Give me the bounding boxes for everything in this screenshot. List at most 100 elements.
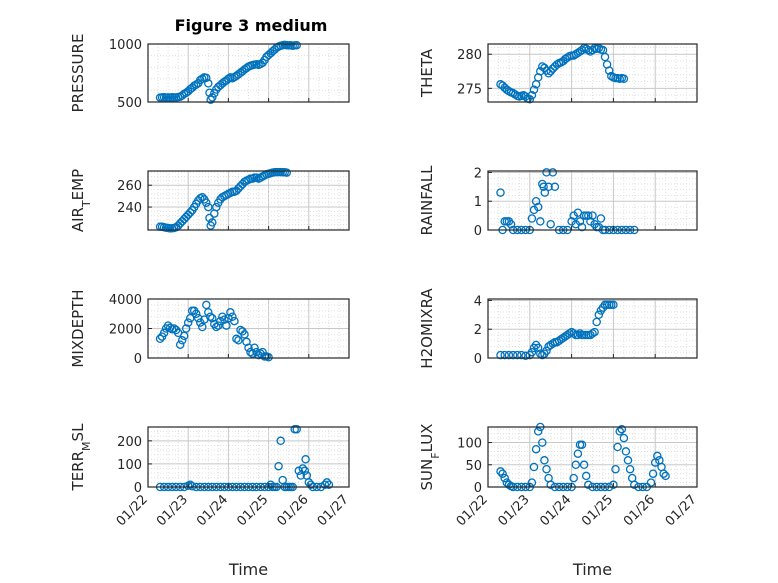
data-point [594,310,604,320]
data-point [615,427,624,436]
data-point [531,196,541,206]
data-point [542,346,551,356]
data-point [185,208,195,217]
data-point [588,211,597,220]
data-point [561,54,570,64]
data-point [646,478,656,487]
data-point [242,337,251,347]
data-point [571,49,581,59]
data-point [579,460,589,470]
y-tick-label: 0 [474,481,482,496]
axes-frame [487,298,698,359]
data-point [548,168,558,177]
x-axis-label: Time [228,560,268,579]
data-point [609,480,618,490]
data-point [536,217,545,226]
y-axis-label: PRESSURE [69,34,87,113]
data-point [569,473,578,483]
data-point [573,449,583,458]
data-point [527,214,537,223]
data-point [202,73,211,83]
data-point [202,300,211,310]
data-point [630,480,639,490]
data-point [510,90,520,99]
data-point [584,211,593,220]
figure-title: Figure 3 medium [175,16,328,35]
data-point [204,308,213,317]
y-axis-label: AIRTEMP [69,169,93,232]
y-tick-label: 2 [474,323,482,338]
y-tick-label: 0 [134,352,142,367]
series-pressure [155,40,301,104]
x-tick-label: 01/23 [496,492,533,529]
data-point [179,331,189,341]
data-point [546,480,555,490]
data-point [322,478,332,487]
y-tick-label: 280 [457,48,482,63]
y-axis-label: H2OMIXRA [418,288,436,369]
data-point [228,312,237,321]
data-point [212,202,221,212]
subplot-rainfall: 0 1 2 RAINFALL [418,165,698,239]
data-point [625,464,635,474]
x-axis-label: Time [572,560,612,579]
y-tick-label: 100 [117,458,142,473]
y-axis-label: TERRMSL [69,423,93,492]
data-point [301,455,310,464]
y-axis-label: THETA [418,48,436,98]
data-point [581,44,591,54]
data-point [250,343,259,352]
data-point [194,313,203,323]
axes-frame [147,170,350,231]
data-point [206,95,215,104]
data-point [224,74,233,84]
data-point [550,182,560,192]
data-point [544,342,553,351]
data-point [540,188,550,197]
data-point [230,316,239,326]
data-point [604,66,614,75]
y-axis-label: SUNFLUX [418,424,442,491]
data-point [571,460,581,470]
data-point [569,211,578,220]
data-point [208,313,217,323]
data-point [504,480,514,490]
data-point [300,466,310,476]
axes-frame [487,170,698,231]
series-mixdepth [155,300,273,362]
y-tick-label: 275 [457,82,482,97]
data-point [586,217,595,226]
data-point [320,480,330,489]
data-point [500,473,509,483]
data-point [619,74,629,84]
data-point [529,462,539,472]
data-point [600,52,610,62]
gridlines [147,426,350,488]
data-point [609,300,618,310]
data-point [198,192,207,202]
data-point [206,312,215,321]
data-point [577,45,587,55]
data-point [208,218,217,227]
data-point [542,464,551,474]
y-tick-label: 0 [474,352,482,367]
data-point [244,343,253,352]
data-point [521,351,530,361]
data-point [222,321,231,330]
data-point [506,219,516,229]
data-point [623,456,633,465]
data-point [621,447,631,456]
axes-frame [487,43,698,103]
y-axis-label: RAINFALL [418,165,436,236]
data-point [183,318,193,327]
data-point [575,329,585,338]
gridlines [147,298,350,359]
data-point [586,330,595,340]
data-point [653,451,662,461]
subplot-mixdepth: 0 2000 4000 MIXDEPTH [69,289,350,368]
y-tick-label: 1000 [109,38,142,53]
data-point [513,350,522,360]
data-point [292,40,301,50]
subplot-terr-msl: 0 100 200 TERRMSL 01/22 01/23 01/24 01/25 01/26 0… [69,423,352,579]
